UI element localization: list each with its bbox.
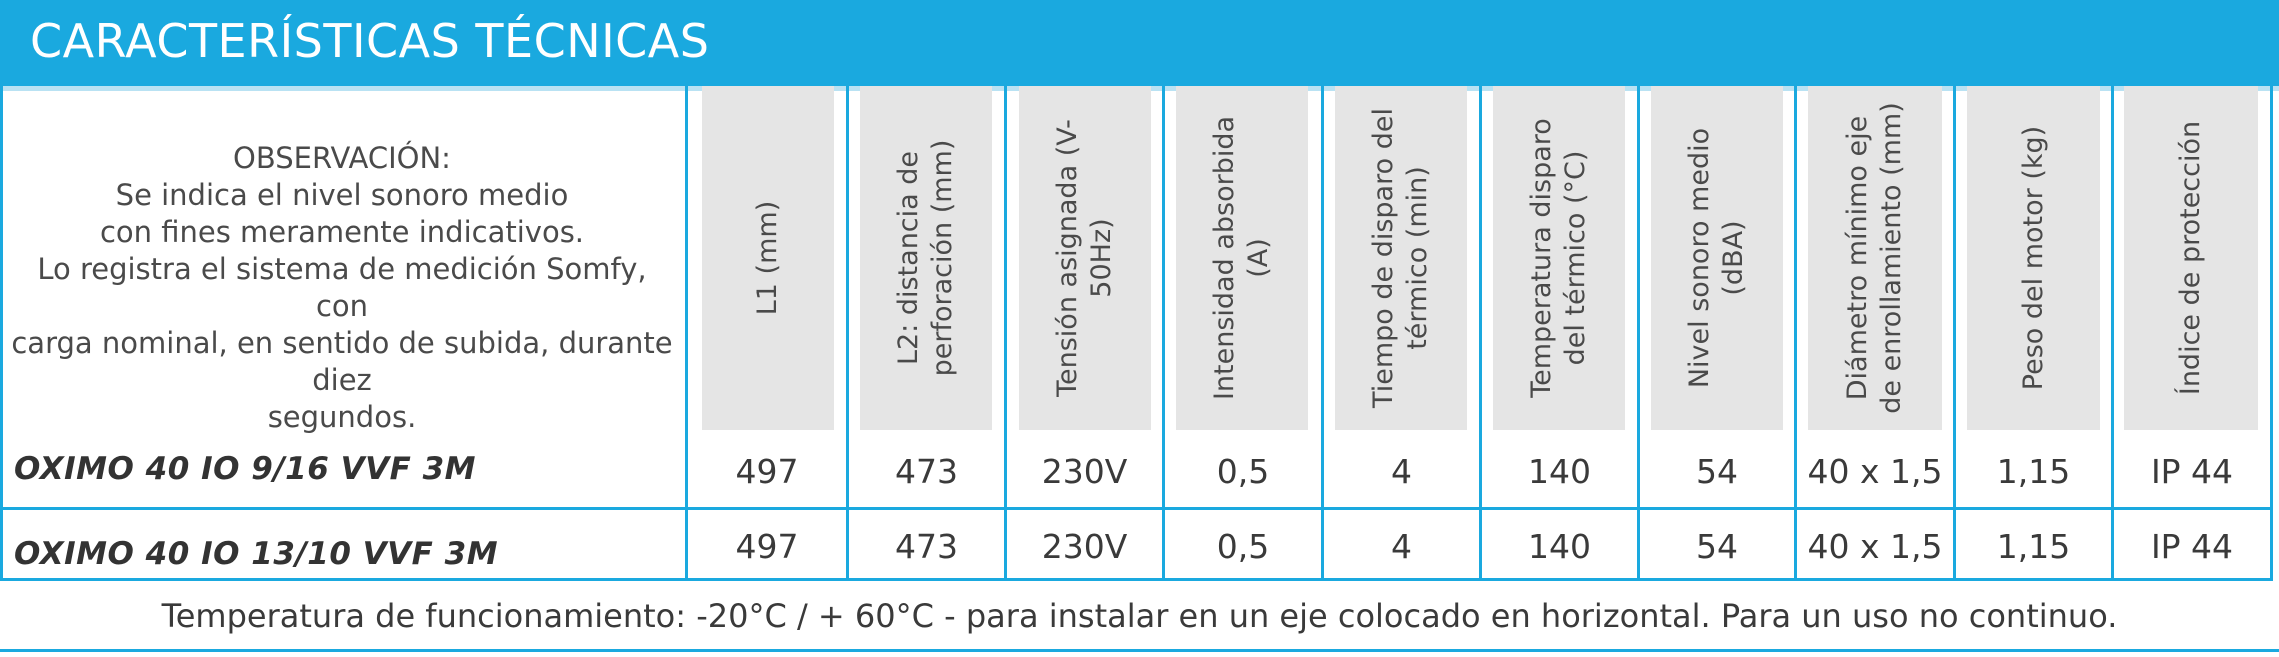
table-cell: 4 — [1391, 527, 1412, 566]
grid-line — [685, 86, 688, 580]
column-header-current: Intensidad absorbida (A) — [1176, 86, 1308, 430]
table-bottom-border — [0, 578, 2273, 581]
grid-line — [2270, 86, 2273, 580]
observation-line: Lo registra el sistema de medición Somfy… — [37, 252, 647, 323]
table-cell: 140 — [1528, 527, 1591, 566]
table-cell: 54 — [1696, 527, 1738, 566]
table-cell: 0,5 — [1216, 452, 1270, 491]
grid-line — [1162, 86, 1165, 580]
table-cell: 0,5 — [1216, 527, 1270, 566]
table-cell: IP 44 — [2150, 452, 2234, 491]
column-header-trip-time: Tiempo de disparo del térmico (min) — [1335, 86, 1467, 430]
observation-line: Se indica el nivel sonoro medio — [115, 178, 569, 212]
table-cell: 140 — [1528, 452, 1591, 491]
column-header-l1: L1 (mm) — [702, 86, 834, 430]
row-label-model: OXIMO 40 IO 9/16 VVF 3M — [14, 451, 476, 487]
grid-line — [2111, 86, 2114, 580]
grid-line — [1953, 86, 1956, 580]
row-divider — [0, 507, 2273, 510]
table-cell: 54 — [1696, 452, 1738, 491]
row-label-model: OXIMO 40 IO 13/10 VVF 3M — [14, 536, 499, 572]
observation-heading: OBSERVACIÓN: — [233, 141, 451, 175]
grid-line — [1004, 86, 1007, 580]
column-header-weight: Peso del motor (kg) — [1967, 86, 2100, 430]
grid-line — [1637, 86, 1640, 580]
title-bar: CARACTERÍSTICAS TÉCNICAS — [0, 0, 2279, 86]
table-cell: 230V — [1041, 527, 1128, 566]
observation-line: con fines meramente indicativos. — [99, 215, 585, 249]
column-header-voltage: Tensión asignada (V-50Hz) — [1019, 86, 1151, 430]
footnote: Temperatura de funcionamiento: -20°C / +… — [161, 597, 2118, 635]
table-cell: 1,15 — [1996, 527, 2071, 566]
section-title: CARACTERÍSTICAS TÉCNICAS — [30, 14, 710, 68]
observation-line: carga nominal, en sentido de subida, dur… — [11, 326, 673, 397]
table-cell: 473 — [895, 452, 958, 491]
grid-line — [1479, 86, 1482, 580]
observation-line: segundos. — [267, 400, 417, 434]
table-cell: 4 — [1391, 452, 1412, 491]
column-header-noise: Nivel sonoro medio (dBA) — [1651, 86, 1783, 430]
table-cell: 473 — [895, 527, 958, 566]
observation-note: OBSERVACIÓN: Se indica el nivel sonoro m… — [8, 140, 676, 436]
footnote-bottom-border — [0, 649, 2279, 652]
table-cell: 230V — [1041, 452, 1128, 491]
column-header-protection: Índice de protección — [2124, 86, 2258, 430]
grid-line — [846, 86, 849, 580]
column-header-trip-temperature: Temperatura disparo del térmico (°C) — [1493, 86, 1625, 430]
table-cell: 497 — [735, 452, 799, 491]
table-cell: 40 x 1,5 — [1807, 452, 1943, 491]
column-header-shaft-diameter: Diámetro mínimo eje de enrollamiento (mm… — [1808, 86, 1942, 430]
table-cell: 1,15 — [1996, 452, 2071, 491]
table-cell: 497 — [735, 527, 799, 566]
grid-line — [1321, 86, 1324, 580]
grid-line — [1794, 86, 1797, 580]
table-cell: IP 44 — [2150, 527, 2234, 566]
table-cell: 40 x 1,5 — [1807, 527, 1943, 566]
grid-line — [0, 86, 3, 580]
column-header-l2: L2: distancia de perforación (mm) — [860, 86, 992, 430]
